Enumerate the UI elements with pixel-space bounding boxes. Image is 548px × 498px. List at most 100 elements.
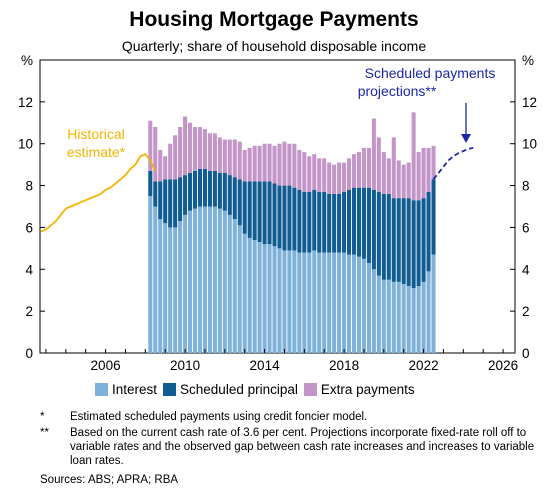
bar-principal <box>312 189 317 251</box>
bar-extra <box>163 156 168 180</box>
historical-annotation: Historical <box>67 126 125 142</box>
bar-principal <box>297 189 302 253</box>
projection-line <box>432 147 474 180</box>
bar-extra <box>287 143 292 186</box>
bar-principal <box>411 200 416 289</box>
bar-principal <box>322 191 327 253</box>
bar-extra <box>158 149 163 182</box>
bar-extra <box>391 137 396 199</box>
bar-extra <box>342 162 347 192</box>
bar-extra <box>426 147 431 192</box>
bar-interest <box>421 281 426 353</box>
y-tick-label-right: 6 <box>522 220 530 235</box>
bar-principal <box>426 191 431 272</box>
bar-interest <box>356 256 362 353</box>
bar-interest <box>207 206 212 353</box>
bar-interest <box>192 208 198 353</box>
bar-extra <box>322 158 327 192</box>
bar-extra <box>431 145 436 180</box>
footnote-mark: * <box>40 411 45 423</box>
bar-extra <box>401 164 406 199</box>
bar-extra <box>337 162 342 194</box>
bar-interest <box>168 227 173 353</box>
bar-principal <box>267 181 272 245</box>
bar-extra <box>347 158 352 190</box>
bar-principal <box>173 179 178 228</box>
bar-principal <box>307 191 312 253</box>
bar-principal <box>347 189 352 255</box>
bar-interest <box>386 279 391 353</box>
bar-extra <box>237 141 242 180</box>
bar-interest <box>232 219 237 353</box>
bar-interest <box>267 244 272 353</box>
bar-extra <box>312 154 317 190</box>
bar-interest <box>163 223 168 353</box>
bar-extra <box>222 139 227 174</box>
bar-principal <box>361 187 366 259</box>
bar-extra <box>307 156 312 192</box>
bar-principal <box>342 191 347 253</box>
bar-principal <box>212 170 217 207</box>
legend-item-extra: Extra payments <box>303 382 415 397</box>
bar-interest <box>431 254 436 353</box>
footnotes: * Estimated scheduled payments using cre… <box>40 410 540 470</box>
bar-principal <box>183 175 188 215</box>
y-unit-label-left: % <box>21 53 33 68</box>
bar-extra <box>411 112 416 201</box>
bar-principal <box>163 179 168 224</box>
x-tick-label: 2010 <box>170 358 200 373</box>
bar-interest <box>322 252 327 353</box>
bar-interest <box>282 250 287 353</box>
bar-interest <box>153 206 158 353</box>
bar-interest <box>347 254 352 353</box>
bar-extra <box>183 116 188 176</box>
bar-principal <box>381 193 386 280</box>
bar-interest <box>212 206 217 353</box>
bar-interest <box>337 252 342 353</box>
footnote-text: Estimated scheduled payments using credi… <box>70 411 368 423</box>
bar-interest <box>197 206 203 353</box>
chart-subtitle: Quarterly; share of household disposable… <box>121 38 427 54</box>
bar-principal <box>217 173 222 209</box>
legend-item-interest: Interest <box>95 382 157 397</box>
bar-interest <box>317 252 322 353</box>
bar-extra <box>267 143 272 182</box>
bar-principal <box>158 181 163 220</box>
bar-principal <box>386 193 391 280</box>
bar-principal <box>178 177 183 222</box>
chart-title: Housing Mortgage Payments <box>129 8 419 31</box>
bar-interest <box>416 286 421 353</box>
y-tick-label-left: 10 <box>18 137 33 152</box>
bar-principal <box>232 177 237 220</box>
bar-interest <box>307 252 312 353</box>
bar-extra <box>153 126 158 182</box>
bar-extra <box>406 162 411 199</box>
bar-interest <box>178 221 183 353</box>
bar-interest <box>158 219 163 353</box>
bar-principal <box>332 193 337 253</box>
bar-principal <box>168 179 173 228</box>
legend-swatch-interest <box>95 383 108 396</box>
bar-principal <box>371 189 376 270</box>
bar-interest <box>262 244 267 353</box>
sources-note: Sources: ABS; APRA; RBA <box>40 474 179 486</box>
footnote-mark: ** <box>40 427 49 439</box>
bar-principal <box>396 198 401 282</box>
legend: Interest Scheduled principal Extra payme… <box>95 382 421 397</box>
bar-extra <box>242 149 247 182</box>
bar-extra <box>217 137 222 174</box>
bar-extra <box>178 126 183 178</box>
bar-interest <box>222 210 227 353</box>
bar-principal <box>222 173 227 211</box>
bar-interest <box>148 196 153 353</box>
projection-arrow-head <box>461 134 471 143</box>
bar-principal <box>252 181 257 240</box>
y-tick-label-right: 0 <box>522 346 530 361</box>
bar-interest <box>183 214 188 353</box>
bar-interest <box>227 214 232 353</box>
projection-annotation: Scheduled payments <box>365 65 496 81</box>
bar-principal <box>197 168 203 207</box>
bar-extra <box>366 147 371 188</box>
bar-principal <box>257 181 262 243</box>
bar-extra <box>252 145 257 182</box>
